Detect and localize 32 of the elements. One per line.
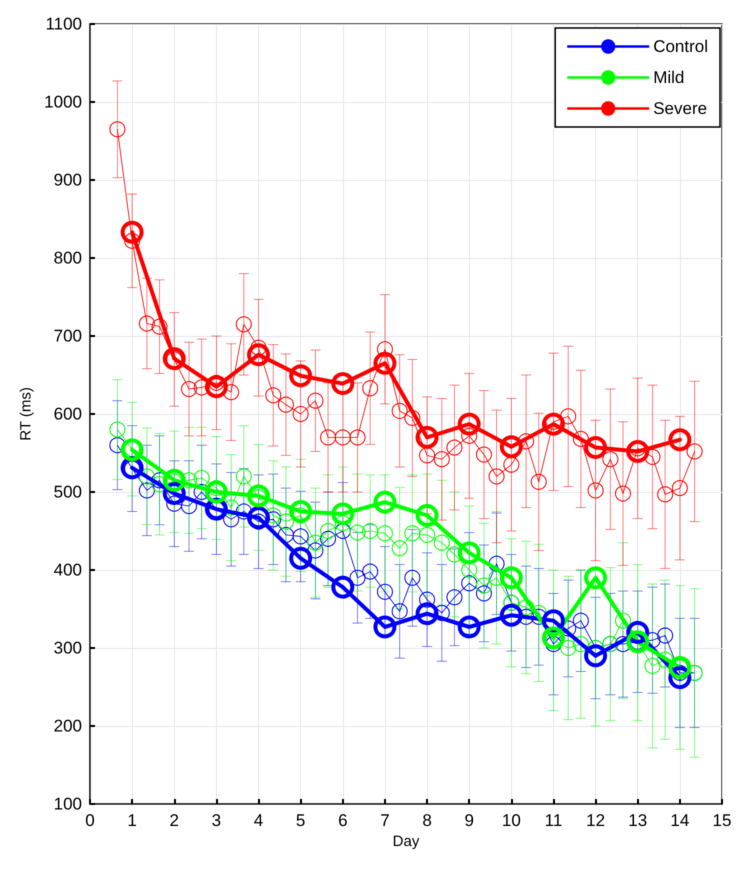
x-tick-label: 9 [464, 811, 474, 830]
y-tick-label: 500 [54, 482, 82, 502]
x-tick-label: 4 [254, 811, 264, 830]
x-tick-label: 15 [712, 811, 732, 830]
x-tick-label: 10 [502, 811, 521, 830]
y-tick-label: 900 [54, 170, 82, 190]
y-tick-label: 300 [54, 638, 82, 658]
y-tick-label: 100 [54, 794, 82, 814]
y-tick-label: 400 [54, 560, 82, 580]
x-tick-label: 12 [586, 811, 606, 830]
x-tick-label: 14 [670, 811, 690, 830]
legend-label: Severe [653, 99, 708, 118]
x-tick-label: 3 [212, 811, 222, 830]
x-tick-label: 13 [628, 811, 648, 830]
x-tick-label: 0 [85, 811, 95, 830]
legend-label: Control [653, 37, 708, 56]
y-tick-label: 200 [54, 716, 82, 736]
y-tick-label: 600 [54, 404, 82, 424]
x-tick-label: 8 [422, 811, 432, 830]
x-tick-label: 5 [296, 811, 306, 830]
y-tick-label: 1000 [44, 92, 82, 112]
x-axis-title: Day [392, 833, 420, 850]
y-tick-label: 1100 [45, 14, 82, 34]
x-tick-label: 6 [338, 811, 348, 830]
legend-label: Mild [653, 68, 684, 87]
x-tick-label: 2 [170, 811, 179, 830]
x-tick-label: 7 [380, 811, 390, 830]
x-tick-label: 11 [544, 811, 562, 830]
y-tick-label: 800 [54, 248, 82, 268]
y-axis-title: RT (ms) [17, 387, 34, 441]
y-tick-label: 700 [54, 326, 82, 346]
x-tick-label: 1 [127, 811, 137, 830]
